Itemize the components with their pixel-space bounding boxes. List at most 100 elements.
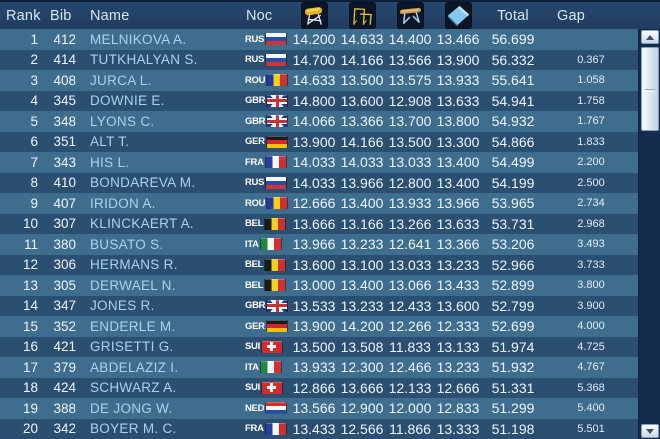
table-row[interactable]: 4 345 DOWNIE E. GBR 14.800 13.600 12.908 13.633… bbox=[0, 90, 638, 111]
total-score: 54.199 bbox=[491, 174, 535, 191]
noc-cell: GBR bbox=[240, 299, 290, 312]
scrollbar-thumb[interactable] bbox=[641, 47, 659, 131]
total-score: 52.799 bbox=[491, 297, 535, 314]
table-header: Rank Bib Name Noc bbox=[0, 0, 660, 29]
noc-code: FRA bbox=[245, 156, 264, 168]
table-row[interactable]: 14 347 JONES R. GBR 13.533 13.233 12.433 13.600… bbox=[0, 295, 638, 316]
noc-cell: SUI bbox=[240, 340, 290, 353]
bib-value: 307 bbox=[53, 216, 76, 232]
bib-value: 379 bbox=[53, 359, 76, 375]
scroll-down-button[interactable] bbox=[640, 424, 659, 438]
scrollbar[interactable] bbox=[638, 29, 660, 439]
apparatus-score: 11.866 bbox=[389, 420, 431, 437]
gymnast-name: JURCA L. bbox=[90, 72, 152, 88]
flag-icon-rus bbox=[266, 53, 287, 66]
apparatus-score: 12.266 bbox=[388, 318, 432, 335]
noc-code: ITA bbox=[245, 238, 259, 250]
scroll-up-button[interactable] bbox=[640, 30, 659, 44]
table-row[interactable]: 13 305 DERWAEL N. BEL 13.000 13.400 13.066 13.4… bbox=[0, 275, 638, 296]
table-row[interactable]: 8 410 BONDAREVA M. RUS 14.033 13.966 12.800 13.… bbox=[0, 172, 638, 193]
table-row[interactable]: 18 424 SCHWARZ A. SUI 12.866 13.666 12.133 12.6… bbox=[0, 377, 638, 398]
bib-value: 347 bbox=[53, 298, 76, 314]
gymnast-name: BONDAREVA M. bbox=[90, 175, 196, 191]
apparatus-score: 12.566 bbox=[340, 420, 384, 437]
apparatus-score: 13.000 bbox=[292, 277, 336, 294]
table-row[interactable]: 15 352 ENDERLE M. GER 13.900 14.200 12.266 12.3… bbox=[0, 316, 638, 337]
table-row[interactable]: 17 379 ABDELAZIZ I. ITA 13.933 12.300 12.466 13… bbox=[0, 357, 638, 378]
noc-code: GBR bbox=[245, 95, 266, 107]
flag-icon-gbr bbox=[267, 115, 288, 128]
gap-value: 5.400 bbox=[577, 402, 605, 415]
noc-code: GER bbox=[245, 136, 265, 148]
table-row[interactable]: 6 351 ALT T. GER 13.900 14.166 13.500 13.300 54.… bbox=[0, 131, 638, 152]
rank-value: 20 bbox=[22, 421, 38, 437]
table-row[interactable]: 10 307 KLINCKAERT A. BEL 13.666 13.166 13.266 1… bbox=[0, 213, 638, 234]
table-row[interactable]: 12 306 HERMANS R. BEL 13.600 13.100 13.033 13.2… bbox=[0, 254, 638, 275]
column-header-floor bbox=[434, 3, 482, 28]
column-header-total: Total bbox=[497, 7, 529, 24]
bib-value: 305 bbox=[53, 277, 76, 293]
apparatus-score: 11.833 bbox=[389, 338, 431, 355]
gymnast-name: ABDELAZIZ I. bbox=[90, 359, 179, 375]
rank-value: 3 bbox=[30, 72, 38, 88]
flag-icon-sui bbox=[261, 340, 282, 353]
table-row[interactable]: 5 348 LYONS C. GBR 14.066 13.366 13.700 13.800 5… bbox=[0, 111, 638, 132]
rank-value: 6 bbox=[30, 134, 38, 150]
table-row[interactable]: 9 407 IRIDON A. ROU 12.666 13.400 13.933 13.966… bbox=[0, 193, 638, 214]
bib-value: 414 bbox=[53, 52, 76, 68]
noc-code: GBR bbox=[245, 115, 266, 127]
apparatus-score: 13.533 bbox=[292, 297, 336, 314]
rank-value: 15 bbox=[22, 318, 38, 334]
apparatus-score: 14.066 bbox=[292, 113, 336, 130]
noc-cell: BEL bbox=[240, 217, 290, 230]
apparatus-score: 13.366 bbox=[340, 113, 384, 130]
total-score: 56.332 bbox=[491, 51, 535, 68]
column-header-gap: Gap bbox=[556, 7, 585, 24]
apparatus-score: 13.900 bbox=[292, 318, 336, 335]
apparatus-score: 13.366 bbox=[436, 236, 480, 253]
gap-value: 1.833 bbox=[577, 135, 605, 148]
apparatus-score: 13.166 bbox=[340, 215, 384, 232]
noc-code: SUI bbox=[245, 382, 260, 394]
rank-value: 9 bbox=[30, 195, 38, 211]
scrollbar-track[interactable] bbox=[639, 45, 660, 424]
apparatus-score: 14.200 bbox=[292, 31, 336, 48]
apparatus-score: 12.433 bbox=[388, 297, 432, 314]
results-rows: 1 412 MELNIKOVA A. RUS 14.200 14.633 14.400 13.… bbox=[0, 29, 638, 439]
bib-value: 343 bbox=[53, 154, 76, 170]
table-row[interactable]: 16 421 GRISETTI G. SUI 13.500 13.508 11.833 13.… bbox=[0, 336, 638, 357]
apparatus-score: 13.233 bbox=[436, 359, 480, 376]
noc-cell: SUI bbox=[240, 381, 290, 394]
flag-icon-rus bbox=[266, 33, 287, 46]
noc-cell: NED bbox=[240, 402, 290, 415]
rank-value: 2 bbox=[30, 52, 38, 68]
table-row[interactable]: 7 343 HIS L. FRA 14.033 14.033 13.033 13.400 54.… bbox=[0, 152, 638, 173]
rank-value: 12 bbox=[22, 257, 38, 273]
noc-code: ROU bbox=[245, 197, 266, 209]
apparatus-score: 13.666 bbox=[340, 379, 384, 396]
apparatus-score: 13.033 bbox=[388, 256, 432, 273]
column-header-uneven-bars bbox=[338, 3, 386, 28]
flag-icon-ger bbox=[266, 135, 287, 148]
apparatus-score: 13.233 bbox=[436, 256, 480, 273]
table-row[interactable]: 11 380 BUSATO S. ITA 13.966 13.233 12.641 13.36… bbox=[0, 234, 638, 255]
table-row[interactable]: 3 408 JURCA L. ROU 14.633 13.500 13.575 13.933 5… bbox=[0, 70, 638, 91]
noc-code: BEL bbox=[245, 279, 264, 291]
apparatus-score: 13.900 bbox=[436, 51, 480, 68]
bib-value: 351 bbox=[53, 134, 76, 150]
total-score: 52.966 bbox=[491, 256, 535, 273]
table-row[interactable]: 19 388 DE JONG W. NED 13.566 12.900 12.000 12.8… bbox=[0, 398, 638, 419]
table-row[interactable]: 2 414 TUTKHALYAN S. RUS 14.700 14.166 13.566 13… bbox=[0, 49, 638, 70]
apparatus-score: 12.666 bbox=[292, 195, 336, 212]
total-score: 53.965 bbox=[491, 195, 535, 212]
flag-icon-fra bbox=[265, 156, 286, 169]
gap-value: 2.968 bbox=[577, 217, 605, 230]
noc-cell: RUS bbox=[240, 176, 290, 189]
apparatus-score: 12.466 bbox=[388, 359, 432, 376]
apparatus-score: 14.700 bbox=[292, 51, 336, 68]
table-row[interactable]: 20 342 BOYER M. C. FRA 13.433 12.566 11.866 13.… bbox=[0, 418, 638, 439]
table-row[interactable]: 1 412 MELNIKOVA A. RUS 14.200 14.633 14.400 13.… bbox=[0, 29, 638, 50]
apparatus-score: 13.508 bbox=[340, 338, 384, 355]
apparatus-score: 13.700 bbox=[388, 113, 432, 130]
bib-value: 408 bbox=[53, 72, 76, 88]
